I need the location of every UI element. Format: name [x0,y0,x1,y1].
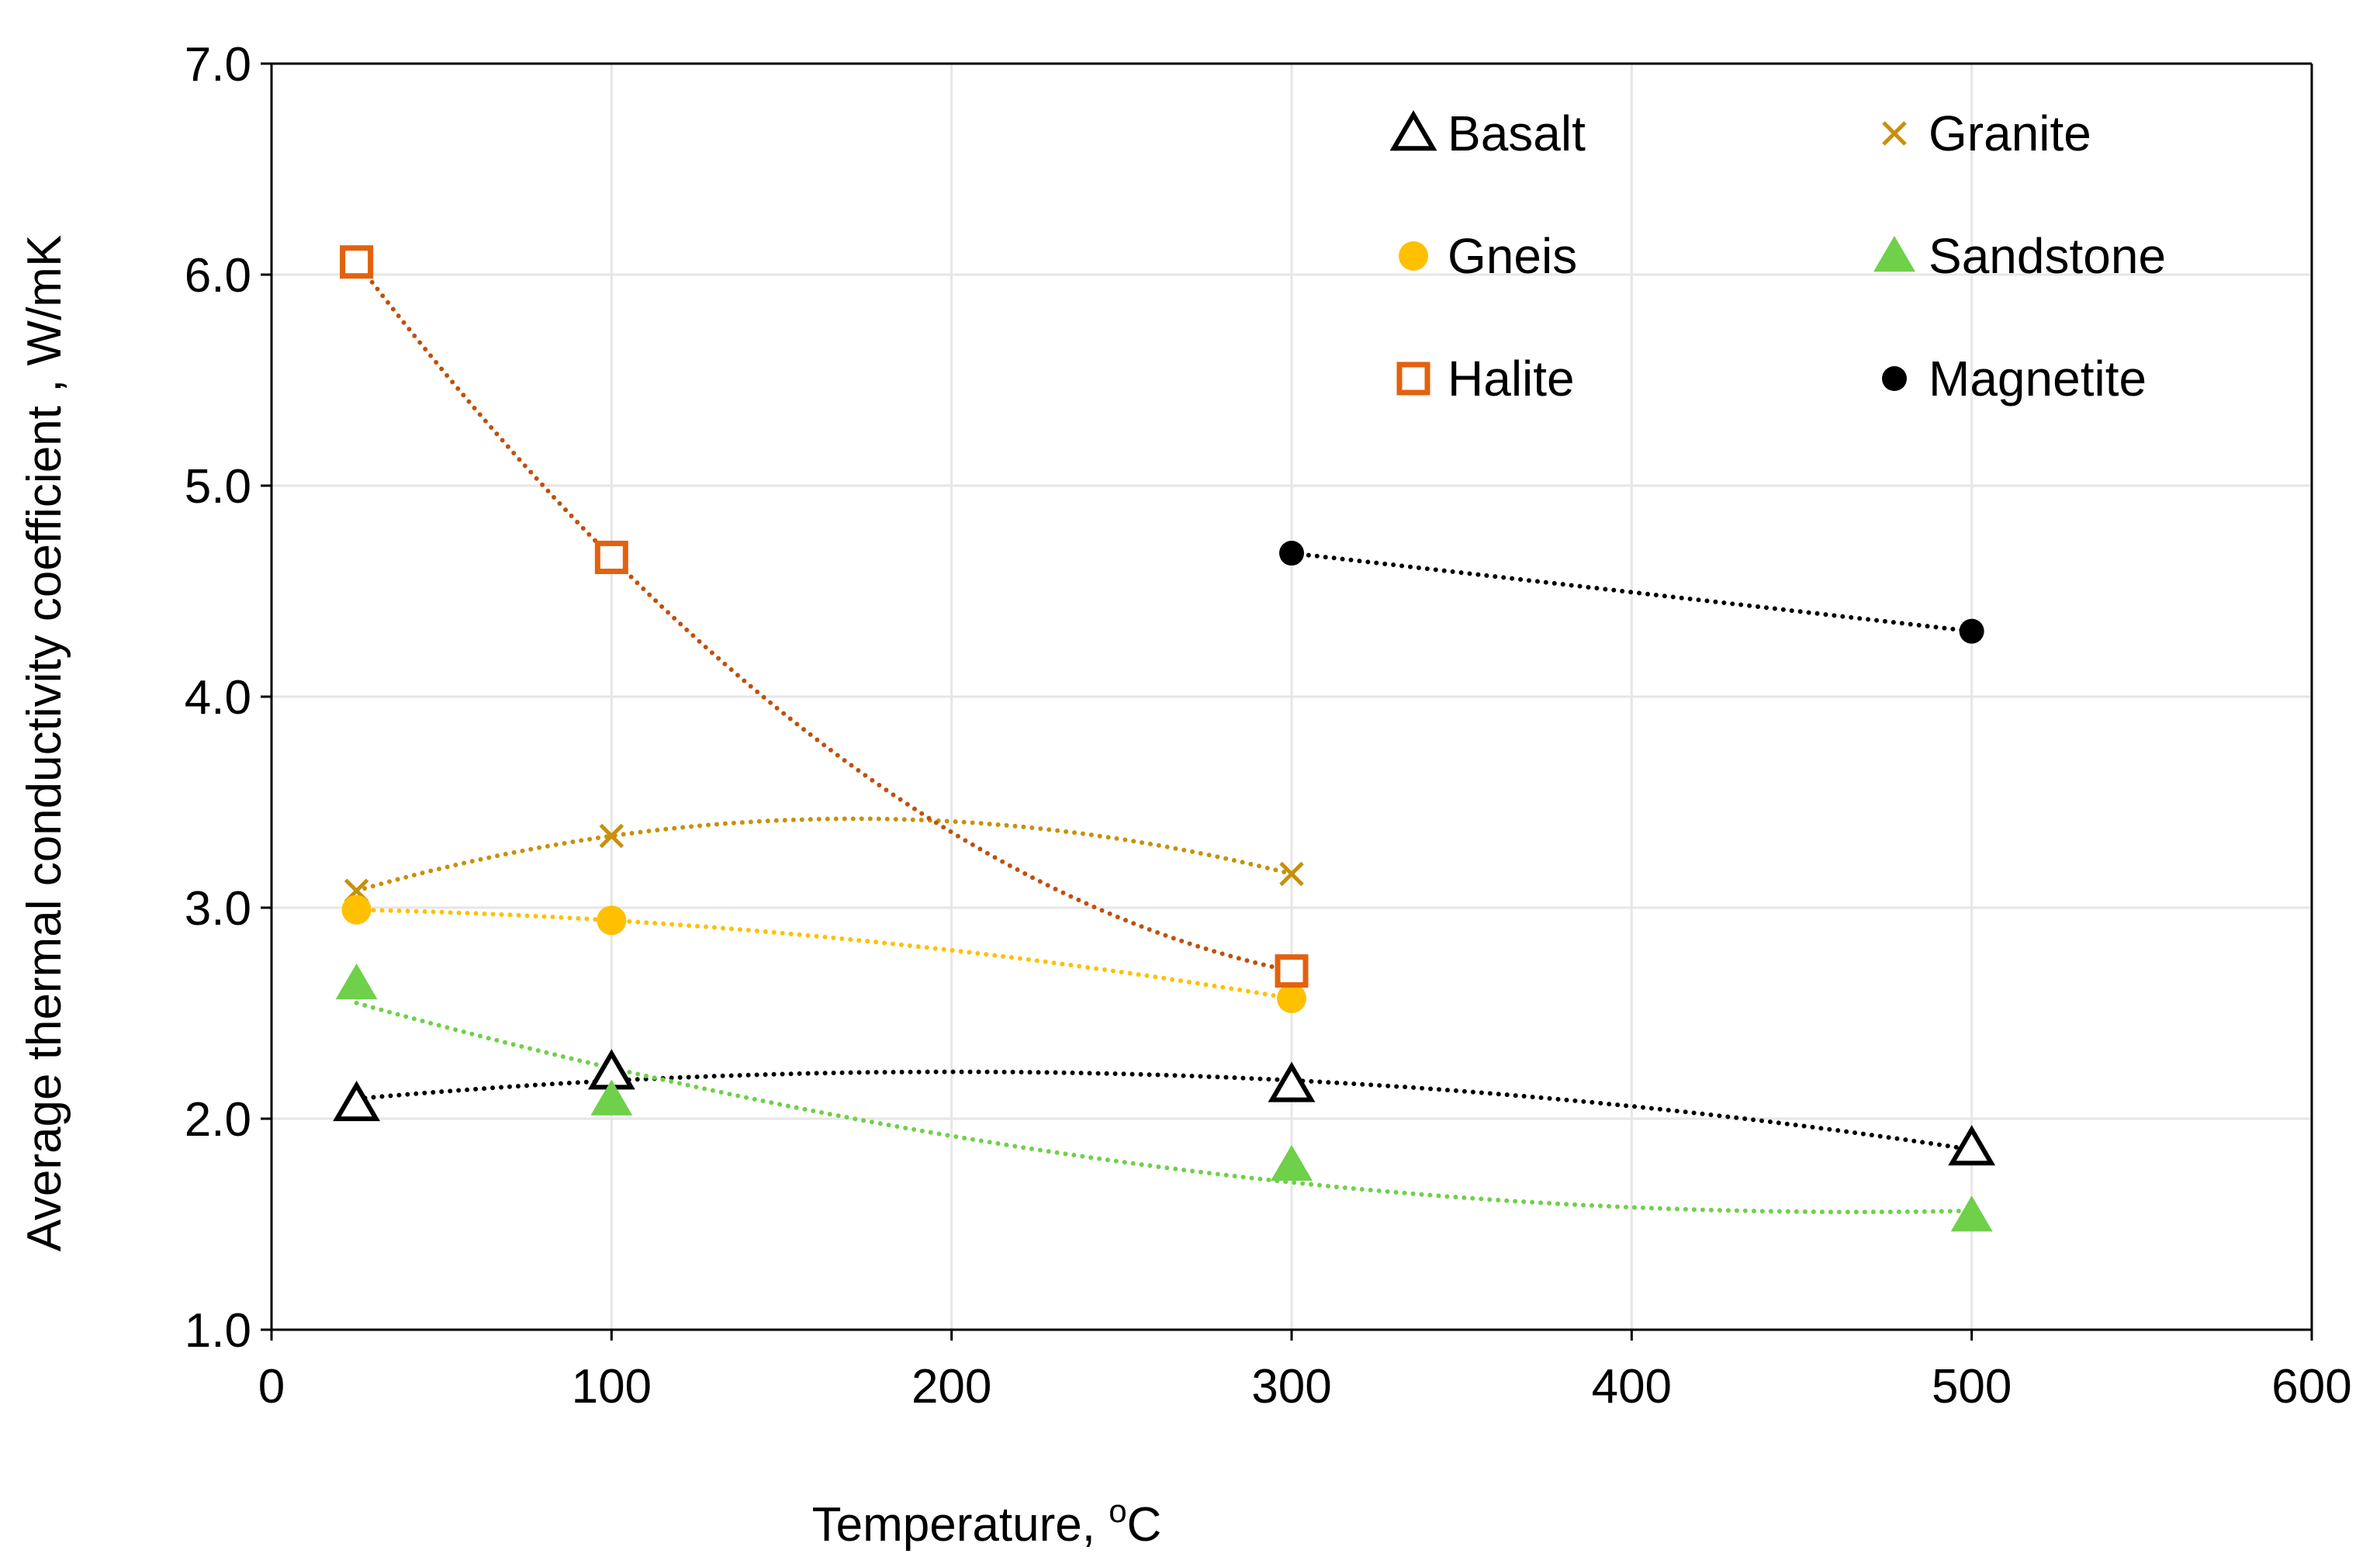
x-tick-label: 0 [258,1360,285,1413]
marker-gneis [1277,983,1306,1013]
marker-gneis [597,905,627,936]
marker-halite [1275,954,1309,988]
x-tick-label: 300 [1251,1360,1331,1413]
legend-label-halite: Halite [1448,351,1575,407]
x-tick-label: 100 [572,1360,652,1413]
legend-label-granite: Granite [1929,106,2091,161]
x-axis-title: Temperature, oC [812,1493,1162,1552]
y-tick-label: 3.0 [185,882,251,936]
legend-label-sandstone: Sandstone [1929,228,2166,284]
trendline-sandstone [354,1000,1974,1215]
legend-label-basalt: Basalt [1448,106,1586,161]
marker-granite [1279,861,1304,887]
y-tick-label: 6.0 [185,249,251,303]
legend-label-magnetite: Magnetite [1929,351,2146,407]
marker-magnetite [1959,618,1984,644]
y-axis-title: Average thermal conductivity coefficient… [18,235,71,1252]
legend-marker-halite [1396,362,1430,396]
y-tick-label: 7.0 [185,38,251,92]
trendline-magnetite [1289,551,1974,634]
trendline-halite [354,259,1294,974]
y-tick-label: 4.0 [185,671,251,725]
x-tick-label: 400 [1592,1360,1672,1413]
data-markers [333,245,1996,1232]
x-tick-label: 500 [1932,1360,2012,1413]
legend: Basalt Granite Gneis Sandstone Halite Magneti… [1389,106,2166,407]
marker-sandstone [590,1079,633,1116]
x-axis-title-main: Temperature, [812,1498,1109,1552]
marker-sandstone [1271,1144,1313,1182]
trendlines [354,259,1974,1215]
y-tick-label: 1.0 [185,1304,251,1358]
marker-magnetite [1279,541,1304,566]
legend-marker-granite [1882,121,1907,146]
x-tick-label: 600 [2271,1360,2351,1413]
marker-sandstone [1950,1195,1993,1232]
x-axis-title-unit: C [1127,1498,1162,1552]
x-axis-title-sup: o [1109,1493,1126,1529]
marker-gneis [341,894,372,925]
marker-granite-stroke [1279,861,1304,887]
trendline-basalt [354,1069,1974,1152]
x-tick-label: 200 [912,1360,991,1413]
marker-basalt [333,1081,381,1122]
marker-granite-stroke [599,823,624,849]
y-tick-label: 5.0 [185,460,251,514]
legend-marker-sandstone [1873,236,1915,272]
marker-basalt [1948,1125,1996,1166]
y-tick-label: 2.0 [185,1093,251,1147]
trendline-granite [354,816,1294,894]
marker-granite [599,823,624,849]
legend-label-gneis: Gneis [1448,228,1577,284]
legend-marker-gneis [1399,241,1428,271]
marker-halite [340,245,374,279]
legend-marker-basalt [1389,110,1437,151]
marker-halite [594,540,628,574]
axes: 0 100 200 300 400 500 600 1.0 2.0 3.0 4.0 5.0 6.0 7.0 [185,38,2352,1413]
marker-basalt [1268,1061,1316,1102]
legend-marker-magnetite [1882,366,1907,391]
legend-marker-granite-stroke [1882,121,1907,146]
trendline-gneis [354,907,1294,1001]
marker-sandstone [335,963,378,1000]
